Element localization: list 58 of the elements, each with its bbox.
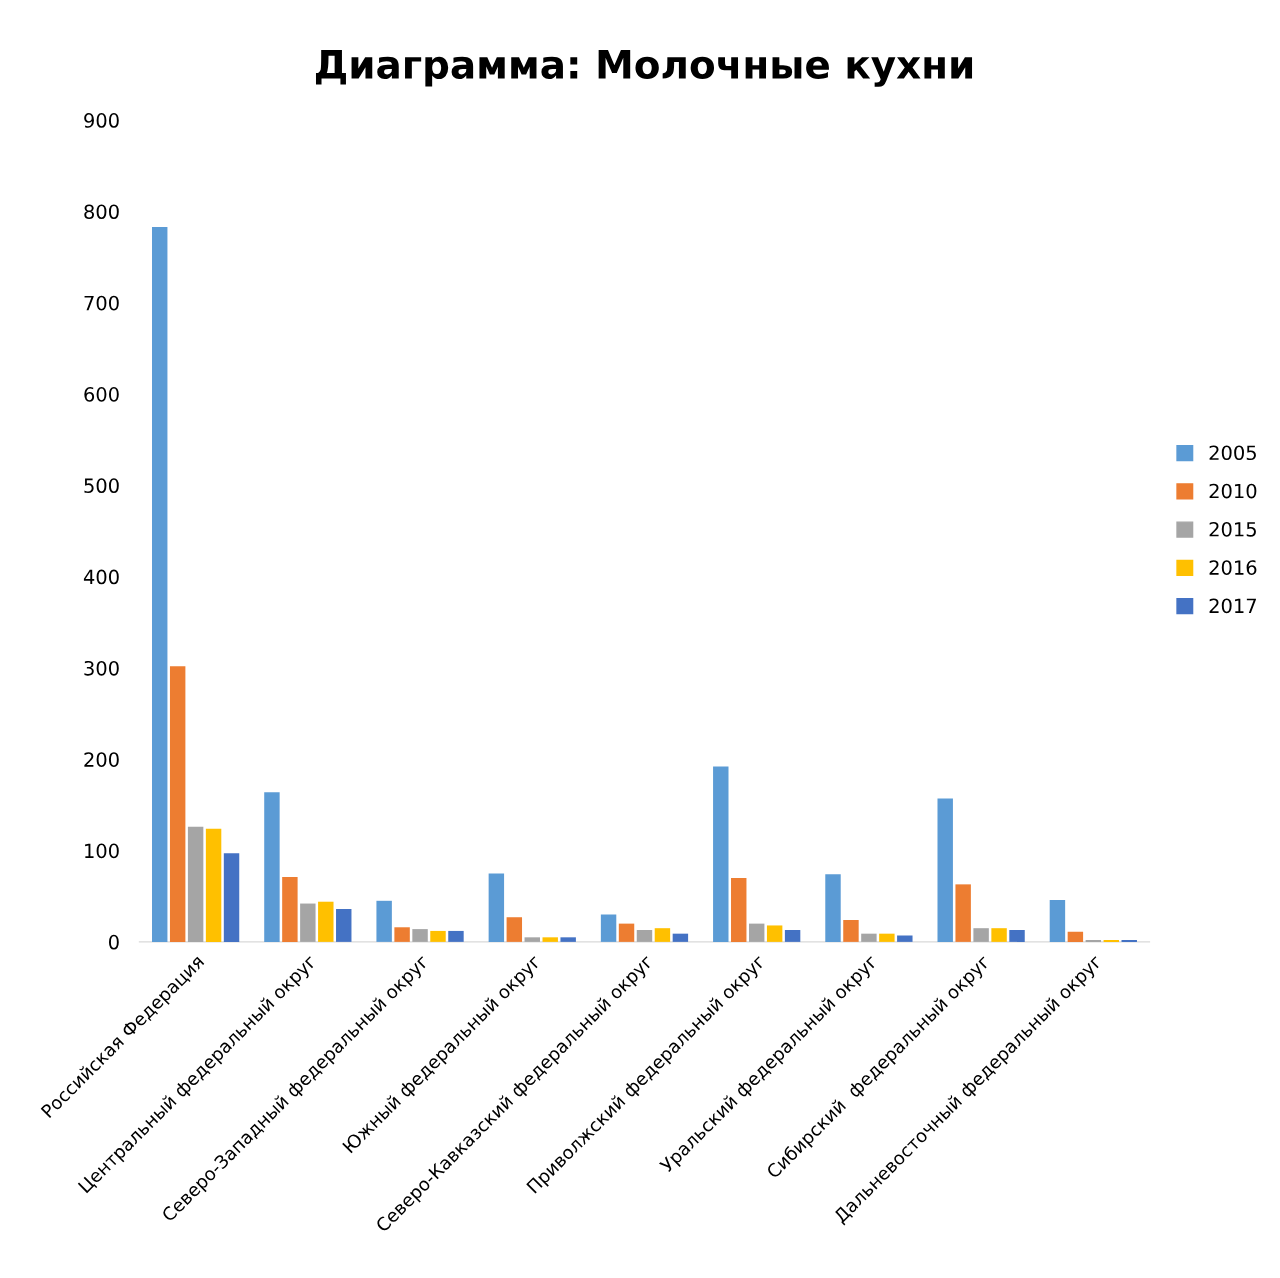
- bar: [488, 873, 505, 942]
- bar: [600, 914, 617, 942]
- bar: [654, 928, 671, 942]
- legend-label: 2005: [1209, 445, 1256, 461]
- bar: [560, 937, 576, 942]
- bar: [300, 903, 316, 942]
- bar: [636, 930, 653, 942]
- y-tick-label: 400: [83, 569, 119, 585]
- bar: [731, 877, 747, 942]
- bar: [991, 928, 1007, 942]
- bar: [618, 923, 635, 942]
- y-tick-label: 700: [84, 295, 119, 311]
- legend-label: 2016: [1209, 560, 1257, 575]
- bar: [394, 927, 410, 942]
- y-tick-label: 100: [85, 843, 119, 859]
- bar: [1067, 931, 1084, 942]
- bar: [955, 884, 971, 942]
- bar: [672, 933, 689, 942]
- bar: [152, 226, 168, 942]
- bar: [748, 923, 765, 942]
- bar: [412, 929, 428, 942]
- bar: [223, 853, 240, 942]
- legend-label: 2010: [1209, 483, 1257, 499]
- y-tick-label: 800: [84, 204, 119, 220]
- y-tick-label: 200: [84, 752, 119, 767]
- y-tick-label: 600: [84, 387, 119, 402]
- bar: [376, 900, 392, 942]
- bar: [766, 925, 783, 942]
- bar: [264, 792, 280, 942]
- bar: [187, 826, 204, 942]
- y-tick-label: 500: [84, 478, 119, 494]
- bar: [448, 930, 464, 942]
- bar: [879, 933, 895, 942]
- bar: [318, 901, 334, 942]
- bar: [973, 928, 989, 942]
- y-tick-label: 300: [84, 660, 119, 676]
- chart-title: Диаграмма: Молочные кухни: [315, 50, 973, 87]
- bar: [524, 937, 540, 942]
- bar: [336, 909, 352, 942]
- bar: [1049, 899, 1066, 942]
- bar: [506, 917, 523, 942]
- bar: [205, 828, 222, 942]
- legend-label: 2017: [1209, 598, 1256, 614]
- y-tick-label: 0: [108, 934, 119, 950]
- y-tick-label: 900: [84, 113, 119, 128]
- bar: [169, 666, 186, 942]
- bar: [430, 930, 446, 942]
- bar: [713, 766, 729, 942]
- bar: [784, 930, 801, 942]
- bar: [282, 877, 298, 942]
- bar: [861, 933, 877, 942]
- bar: [937, 798, 953, 942]
- bar: [542, 937, 558, 942]
- bar: [825, 874, 841, 942]
- bar: [843, 919, 859, 942]
- bar: [897, 935, 913, 942]
- legend-label: 2015: [1209, 521, 1256, 537]
- bar: [1009, 930, 1025, 942]
